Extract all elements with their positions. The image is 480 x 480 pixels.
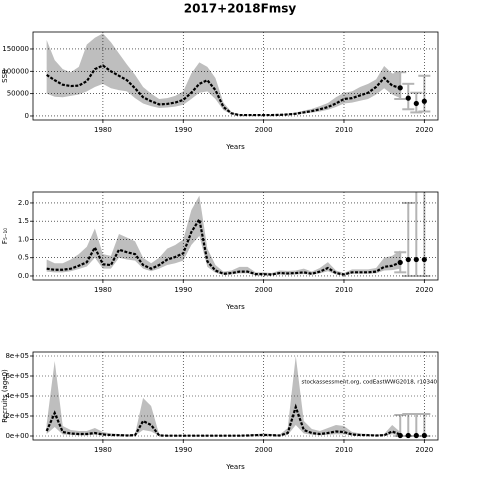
- plot-area: [46, 192, 431, 277]
- x-tick-label: 2020: [415, 126, 433, 134]
- projection-point: [413, 256, 419, 263]
- y-tick-label: 0.5: [18, 254, 29, 262]
- x-tick-label: 1990: [174, 446, 192, 454]
- projection-point: [421, 432, 427, 439]
- x-tick-label: 1990: [174, 126, 192, 134]
- projection-point: [421, 256, 427, 263]
- y-axis-label: Recruits (age0): [1, 369, 9, 423]
- plot-area: [46, 33, 431, 117]
- y-tick-label: 2.0: [18, 199, 29, 207]
- x-axis-label: Years: [225, 303, 245, 311]
- panel: 1980 1990 2000 2010 2020 0 50000 100000 150000 Ye…: [1, 31, 439, 151]
- x-tick-label: 2010: [335, 126, 353, 134]
- plot-frame: [32, 191, 439, 281]
- confidence-band: [46, 195, 401, 276]
- x-tick-label: 1980: [94, 446, 112, 454]
- chart-title: 2017+2018Fmsy: [184, 2, 297, 16]
- x-tick-label: 2020: [415, 446, 433, 454]
- x-tick-label: 2020: [415, 286, 433, 294]
- x-tick-label: 2000: [255, 446, 273, 454]
- y-tick-label: 150000: [2, 45, 29, 53]
- y-tick-label: 100000: [2, 67, 29, 75]
- panel: 1980 1990 2000 2010 2020 0e+00 2e+05 4e+05 6e+05…: [1, 351, 439, 471]
- y-axis-label: SSB: [1, 69, 9, 83]
- x-tick-label: 1990: [174, 286, 192, 294]
- x-tick-label: 1980: [94, 286, 112, 294]
- plot-frame: [32, 31, 439, 121]
- projection-point: [413, 432, 419, 439]
- y-tick-label: 6e+05: [5, 372, 29, 380]
- y-tick-label: 0: [25, 112, 29, 120]
- annotation: stockassessment.org, codEastWWG2018, r10…: [301, 380, 437, 386]
- projection-point: [397, 432, 403, 439]
- plot-area: [45, 356, 431, 439]
- projection-point: [397, 259, 403, 266]
- y-tick-label: 0.0: [18, 272, 29, 280]
- y-tick-label: 50000: [7, 90, 29, 98]
- x-tick-label: 1980: [94, 126, 112, 134]
- x-tick-label: 2010: [335, 446, 353, 454]
- y-tick-label: 4e+05: [5, 392, 29, 400]
- x-axis-label: Years: [225, 463, 245, 471]
- y-tick-label: 2e+05: [5, 412, 29, 420]
- y-tick-label: 1.5: [18, 217, 29, 225]
- x-tick-label: 2000: [255, 286, 273, 294]
- projection-point: [405, 95, 411, 101]
- y-tick-label: 0e+00: [5, 432, 29, 440]
- panel: 1980 1990 2000 2010 2020 0.0 0.5 1.0 1.5 2.0 Years…: [1, 191, 439, 311]
- y-tick-label: 1.0: [18, 235, 29, 243]
- x-tick-label: 2010: [335, 286, 353, 294]
- confidence-band: [46, 33, 401, 116]
- y-axis-label: F₅₋₁₀: [1, 228, 9, 244]
- x-tick-label: 2000: [255, 126, 273, 134]
- projection-point: [413, 100, 419, 107]
- estimate-line: [46, 64, 401, 117]
- projection-point: [397, 85, 403, 91]
- estimate-line: [45, 403, 401, 437]
- x-axis-label: Years: [225, 143, 245, 151]
- y-tick-label: 8e+05: [5, 352, 29, 360]
- projection-point: [405, 256, 411, 263]
- projection-point: [405, 432, 411, 439]
